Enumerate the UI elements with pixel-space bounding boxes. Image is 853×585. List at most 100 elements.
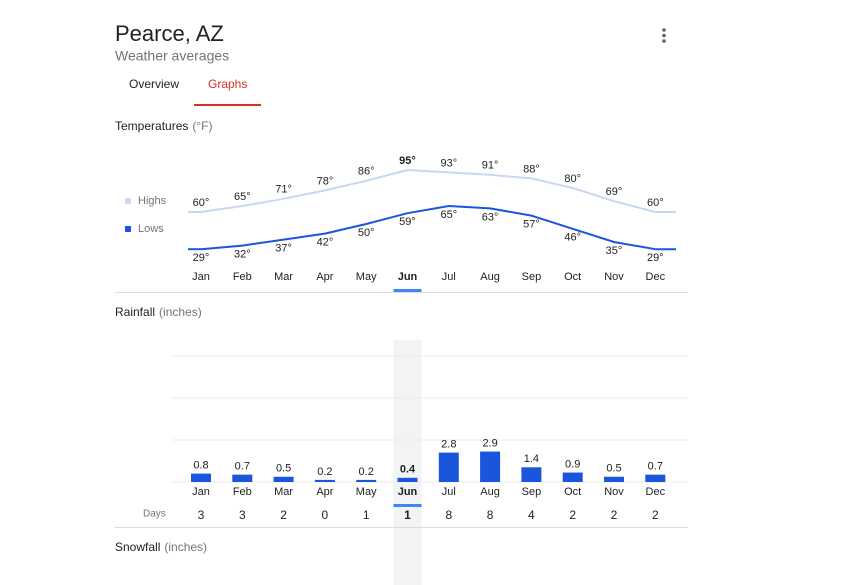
month-label: Oct [564,271,581,283]
rain-bar [521,467,542,482]
rain-bar [604,476,624,482]
section-unit: (inches) [164,540,207,554]
section-title: Temperatures (°F) [115,119,213,133]
temp-line [200,204,656,251]
temp-label: 65° [440,209,457,221]
month-label: Aug [480,271,500,283]
temp-label: 71° [275,184,292,196]
temp-label: 59° [399,216,416,228]
days-value: 1 [404,508,411,522]
rain-label: 2.8 [441,439,456,451]
month-label: Jun [398,271,418,283]
selected-column [393,340,422,585]
temp-label: 69° [606,186,623,198]
temp-label: 91° [482,160,499,172]
rain-label: 0.5 [276,463,291,475]
temp-label: 37° [275,243,292,255]
tab-underline [194,104,261,106]
rain-bar [438,452,459,482]
temp-label: 60° [647,197,664,209]
month-label: May [356,486,377,498]
rain-label: 1.4 [524,453,539,465]
temp-label: 78° [317,175,334,187]
rain-label: 0.7 [648,461,663,473]
month-label: Jul [442,486,456,498]
month-label: Dec [646,486,666,498]
temp-label: 80° [564,173,581,185]
days-value: 2 [611,508,618,522]
temp-label: 63° [482,211,499,223]
temp-label: 50° [358,227,375,239]
days-value: 8 [445,508,452,522]
rain-bar [232,474,253,482]
month-label: Dec [646,271,666,283]
days-value: 2 [652,508,659,522]
temp-label: 95° [399,155,416,167]
month-label: Jan [192,486,210,498]
subtitle: Weather averages [115,48,229,64]
section-unit: (inches) [159,305,202,319]
section-title: Rainfall (inches) [115,305,202,319]
rain-label: 0.5 [606,463,621,475]
days-value: 8 [487,508,494,522]
days-value: 4 [528,508,535,522]
section-name: Snowfall [115,540,160,554]
legend-label: Highs [138,195,167,207]
temp-label: 42° [317,237,334,249]
rain-bar [314,479,335,482]
days-label: Days [143,509,166,520]
days-value: 3 [239,508,246,522]
rain-bar [645,474,666,482]
month-label: Feb [233,486,252,498]
days-value: 2 [569,508,576,522]
month-label: Sep [522,486,542,498]
tab[interactable]: Graphs [208,77,247,91]
month-label: Oct [564,486,581,498]
legend-label: Lows [138,223,164,235]
month-label: Sep [522,271,542,283]
rain-label: 0.8 [193,460,208,472]
section-title: Snowfall (inches) [115,540,207,554]
month-label: Apr [316,271,333,283]
rain-bar [273,476,294,482]
rain-label: 0.2 [359,466,374,478]
month-label: Apr [316,486,333,498]
month-label: Feb [233,271,252,283]
days-value: 1 [363,508,370,522]
tab[interactable]: Overview [129,77,179,91]
month-label: Jul [442,271,456,283]
more-menu[interactable] [662,28,666,43]
month-label: Nov [604,486,624,498]
rain-bar [191,473,211,482]
temp-label: 32° [234,249,251,261]
temp-label: 60° [193,197,210,209]
days-value: 0 [322,508,329,522]
location-title: Pearce, AZ [115,21,224,46]
selected-indicator [393,289,422,292]
legend-swatch [125,198,131,204]
temp-label: 57° [523,219,540,231]
temp-label: 46° [564,232,581,244]
month-label: Mar [274,271,293,283]
temp-label: 29° [647,252,664,264]
days-value: 3 [198,508,205,522]
month-label: Jan [192,271,210,283]
rain-bar [480,451,501,482]
selected-indicator [393,504,422,507]
month-label: Nov [604,271,624,283]
temp-label: 88° [523,163,540,175]
rain-bar [562,472,583,482]
temp-label: 35° [606,245,623,257]
section-name: Temperatures [115,119,188,133]
temp-label: 29° [193,252,210,264]
rain-bar [356,479,377,482]
legend-swatch [125,226,131,232]
rain-label: 2.9 [482,437,497,449]
temp-line [200,168,656,213]
rain-bar [397,477,418,482]
temp-label: 86° [358,166,375,178]
section-unit: (°F) [192,119,212,133]
temp-label: 93° [440,157,457,169]
